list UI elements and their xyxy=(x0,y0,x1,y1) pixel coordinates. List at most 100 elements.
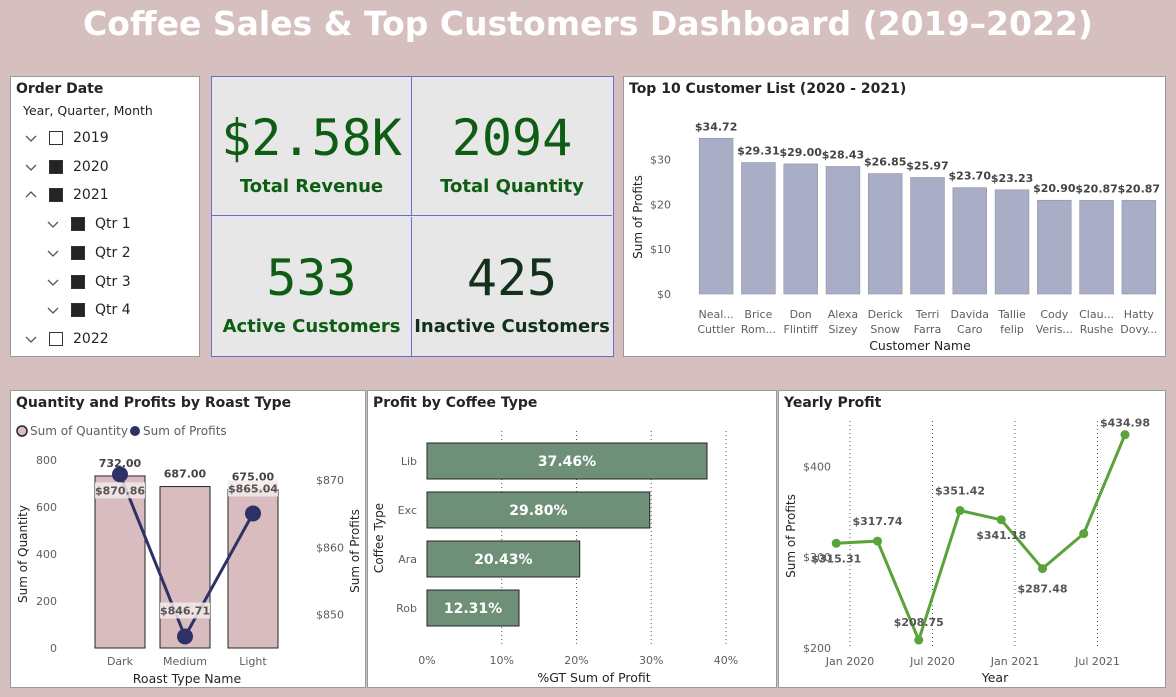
kpi-inactive-customers: 425 Inactive Customers xyxy=(412,217,612,356)
slicer-item-label: Qtr 4 xyxy=(95,302,131,319)
kpi-total-quantity: 2094 Total Quantity xyxy=(412,77,612,216)
slicer-item-qtr-1[interactable]: Qtr 1 xyxy=(47,213,131,235)
data-label: 20.43% xyxy=(474,552,532,568)
bar xyxy=(783,163,818,295)
data-label: $29.31 xyxy=(737,145,779,158)
chevron-down-icon[interactable] xyxy=(47,218,59,230)
x-tick-label: Jul 2021 xyxy=(1074,655,1120,668)
bar xyxy=(825,166,861,295)
kpi-value: 2094 xyxy=(451,109,573,167)
chevron-down-icon[interactable] xyxy=(47,247,59,259)
y-axis-title: Sum of Quantity xyxy=(16,505,30,603)
bar xyxy=(868,173,903,295)
chart-title: Top 10 Customer List (2020 - 2021) xyxy=(629,81,907,97)
chevron-down-icon[interactable] xyxy=(25,161,37,173)
slicer-checkbox[interactable] xyxy=(49,159,63,174)
slicer-checkbox[interactable] xyxy=(49,131,63,145)
bar xyxy=(426,589,520,627)
data-label: $23.23 xyxy=(991,172,1033,185)
chevron-down-icon[interactable] xyxy=(25,333,37,345)
y-tick-label: $30 xyxy=(650,153,671,166)
slicer-checkbox[interactable] xyxy=(71,274,85,289)
data-label: $26.85 xyxy=(864,156,906,169)
slicer-checkbox[interactable] xyxy=(71,245,85,260)
y-axis-title: Sum of Profits xyxy=(631,175,645,259)
bar xyxy=(94,475,146,649)
kpi-label: Active Customers xyxy=(222,316,401,337)
data-label: 29.80% xyxy=(509,503,567,519)
data-label: $434.98 xyxy=(1100,417,1150,430)
y-tick-label: 0 xyxy=(50,642,57,655)
x-tick-label: Neal... xyxy=(698,308,733,321)
bar xyxy=(994,189,1030,295)
chevron-down-icon[interactable] xyxy=(25,132,37,144)
chart-title: Yearly Profit xyxy=(784,395,882,411)
bar xyxy=(1079,200,1114,295)
legend-marker-quantity xyxy=(16,425,28,437)
slicer-item-qtr-4[interactable]: Qtr 4 xyxy=(47,299,131,321)
slicer-item-label: 2022 xyxy=(73,330,109,347)
chevron-down-icon[interactable] xyxy=(47,276,59,288)
y-tick-label: Rob xyxy=(396,602,417,615)
kpi-active-customers: 533 Active Customers xyxy=(212,217,412,356)
bar xyxy=(426,491,651,529)
slicer-checkbox[interactable] xyxy=(49,331,63,346)
slicer-item-2021[interactable]: 2021 xyxy=(25,184,109,206)
profit-point xyxy=(996,515,1006,525)
data-label: 37.46% xyxy=(538,454,596,470)
x-tick-label: Dark xyxy=(107,655,134,668)
kpi-label: Inactive Customers xyxy=(414,316,610,337)
data-label: $870.86 xyxy=(95,484,145,497)
chevron-up-icon[interactable] xyxy=(25,189,37,201)
bar xyxy=(159,486,211,649)
x-tick-label: Hatty xyxy=(1124,308,1155,321)
chart-title: Quantity and Profits by Roast Type xyxy=(16,395,292,411)
profit-point xyxy=(873,536,882,546)
x-tick-label: Veris... xyxy=(1036,323,1073,336)
bar xyxy=(426,442,708,480)
x-tick-label: Jan 2021 xyxy=(990,655,1039,668)
x-tick-label: Cuttler xyxy=(697,323,735,336)
x-axis-title: Year xyxy=(981,670,1009,685)
data-label: $315.31 xyxy=(811,552,861,565)
x-tick-label: felip xyxy=(1000,323,1024,336)
data-label: $341.18 xyxy=(976,529,1026,542)
slicer-checkbox[interactable] xyxy=(71,217,85,232)
chevron-down-icon[interactable] xyxy=(47,304,59,316)
slicer-item-qtr-2[interactable]: Qtr 2 xyxy=(47,242,131,264)
slicer-item-2022[interactable]: 2022 xyxy=(25,328,109,350)
data-label: $865.04 xyxy=(228,482,278,495)
legend-marker-profits xyxy=(130,426,140,436)
x-tick-label: Sizey xyxy=(828,323,858,336)
x-axis-title: Customer Name xyxy=(869,338,971,353)
y2-tick-label: $850 xyxy=(316,608,344,621)
slicer-item-2020[interactable]: 2020 xyxy=(25,156,109,178)
y-tick-label: $200 xyxy=(803,642,831,655)
slicer-checkbox[interactable] xyxy=(71,303,85,318)
slicer-item-label: 2020 xyxy=(73,158,109,175)
slicer-item-label: Qtr 3 xyxy=(95,273,131,290)
data-label: $208.75 xyxy=(894,616,944,629)
profit-point xyxy=(1120,430,1130,440)
profit-point xyxy=(1079,529,1089,539)
bar xyxy=(952,187,987,295)
data-label-bg xyxy=(228,480,278,497)
top-customers-chart: $0 $10 $20 $30 Sum of Profits Customer Name $3… xyxy=(631,120,1160,353)
y2-tick-label: $870 xyxy=(316,474,344,487)
y-tick-label: Lib xyxy=(401,455,417,468)
bar xyxy=(1121,200,1157,295)
x-tick-label: 10% xyxy=(490,654,514,667)
kpi-total-revenue: $2.58K Total Revenue xyxy=(212,77,412,216)
data-label-bg xyxy=(95,482,145,499)
y2-tick-label: $860 xyxy=(316,541,344,554)
yearly-profit-chart: Jan 2020 Jul 2020 Jan 2021 Jul 2021 $200 $300… xyxy=(784,417,1150,685)
x-tick-label: Clau... xyxy=(1079,308,1114,321)
x-tick-label: 30% xyxy=(639,654,663,667)
slicer-item-qtr-3[interactable]: Qtr 3 xyxy=(47,271,131,293)
slicer-checkbox[interactable] xyxy=(49,188,63,203)
x-tick-label: Jul 2020 xyxy=(909,655,955,668)
x-tick-label: 20% xyxy=(564,654,588,667)
data-label: $28.43 xyxy=(822,148,864,161)
chart-title: Profit by Coffee Type xyxy=(373,395,538,411)
slicer-item-2019[interactable]: 2019 xyxy=(25,127,109,149)
